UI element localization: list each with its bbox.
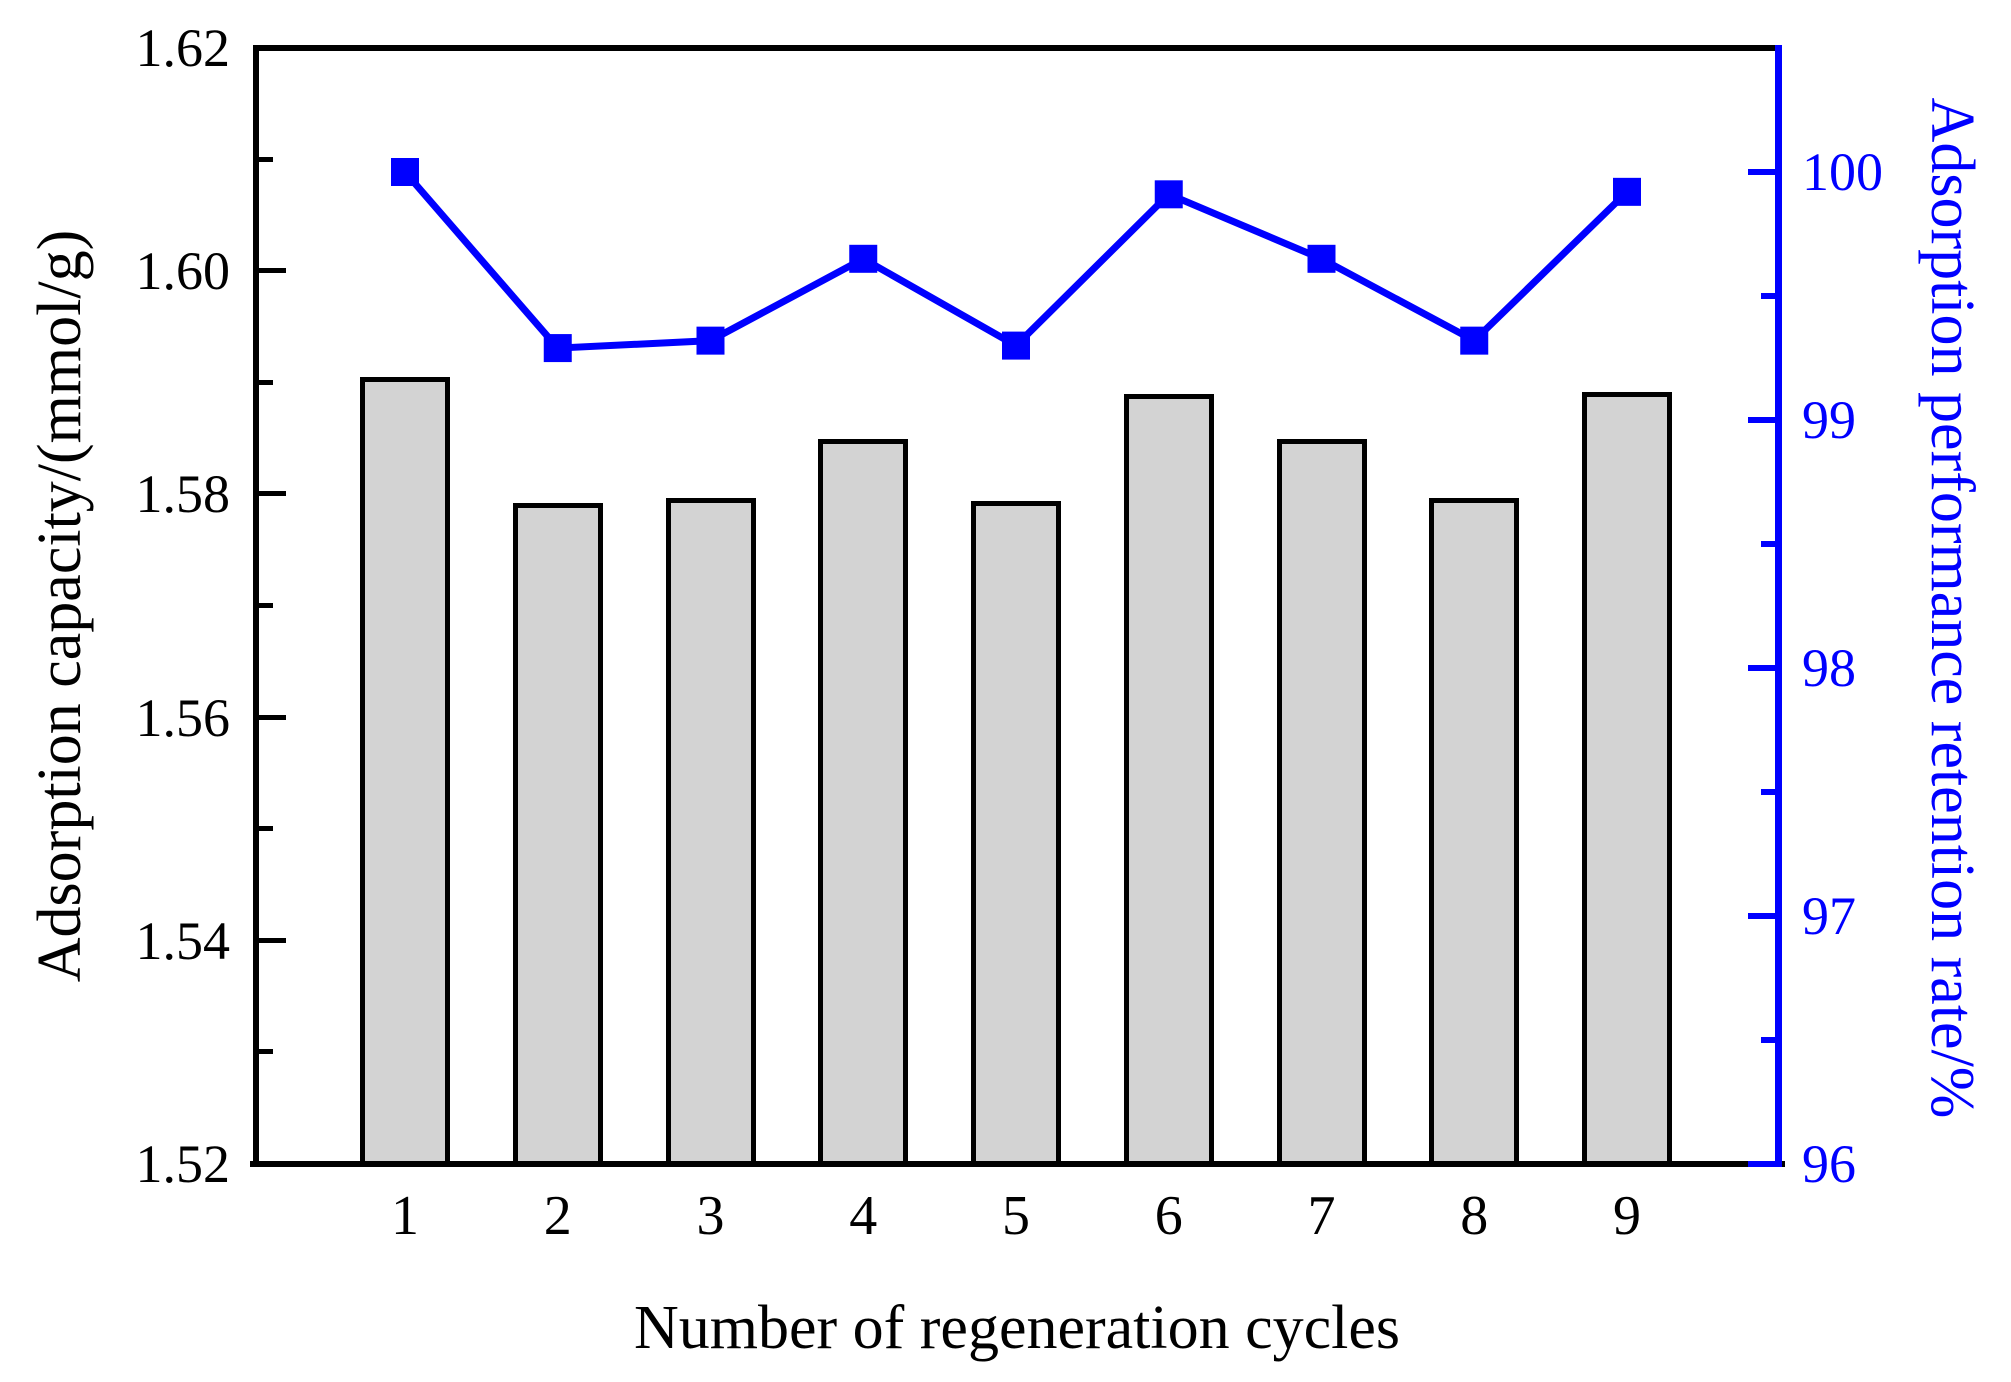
line-marker xyxy=(696,326,725,355)
right-axis-tick-label: 98 xyxy=(1802,638,1856,698)
line-marker xyxy=(1307,244,1336,273)
line-marker xyxy=(1002,331,1030,360)
right-axis-line xyxy=(1775,45,1782,1167)
line-marker xyxy=(1613,177,1641,206)
right-axis-tick-label: 97 xyxy=(1802,886,1856,946)
left-axis-tick-label: 1.56 xyxy=(135,687,231,748)
left-axis-tick xyxy=(259,156,273,162)
right-axis-tick xyxy=(1748,417,1775,423)
left-axis-tick xyxy=(259,379,273,385)
left-axis-tick xyxy=(259,268,286,274)
left-axis-tick xyxy=(259,937,286,943)
bar xyxy=(1582,391,1672,1166)
bar xyxy=(1429,497,1520,1166)
line-marker xyxy=(1460,326,1489,355)
line-marker xyxy=(543,334,572,363)
right-axis-tick xyxy=(1761,789,1775,795)
left-axis-tick-label: 1.54 xyxy=(135,910,231,971)
top-axis-line xyxy=(253,45,1782,51)
bar xyxy=(360,377,450,1166)
line-marker xyxy=(1154,180,1183,209)
left-axis-tick xyxy=(259,1161,286,1166)
bar xyxy=(1123,393,1214,1166)
bar xyxy=(512,503,603,1166)
x-tick-label: 2 xyxy=(543,1185,572,1247)
x-tick-label: 6 xyxy=(1154,1185,1183,1247)
right-axis-tick xyxy=(1761,1037,1775,1043)
bar xyxy=(971,501,1061,1166)
left-axis-tick xyxy=(259,714,286,720)
x-tick-label: 9 xyxy=(1613,1185,1641,1247)
x-tick-label: 7 xyxy=(1307,1185,1336,1247)
bar xyxy=(1276,438,1367,1166)
left-axis-line xyxy=(253,45,259,1167)
right-axis-tick xyxy=(1748,1161,1775,1167)
x-tick-label: 3 xyxy=(696,1185,725,1247)
left-axis-tick-label: 1.62 xyxy=(135,18,231,78)
bar xyxy=(665,497,756,1166)
x-tick-label: 4 xyxy=(849,1185,878,1247)
bottom-axis-line xyxy=(250,1161,1785,1167)
x-tick-label: 1 xyxy=(391,1185,419,1247)
left-axis-tick xyxy=(259,45,286,50)
right-axis-tick xyxy=(1761,293,1775,299)
line-marker xyxy=(391,158,419,186)
left-axis-tick-label: 1.58 xyxy=(135,464,231,525)
left-axis-tick-label: 1.52 xyxy=(135,1134,231,1194)
right-axis-tick-label: 100 xyxy=(1802,142,1883,202)
right-axis-tick xyxy=(1748,665,1775,671)
line-marker xyxy=(849,244,878,273)
x-tick-label: 8 xyxy=(1460,1185,1489,1247)
x-axis-title: Number of regeneration cycles xyxy=(633,1294,1401,1362)
left-axis-tick xyxy=(259,1049,273,1055)
x-tick-label: 5 xyxy=(1002,1185,1030,1247)
right-axis-tick xyxy=(1761,541,1775,547)
line-path xyxy=(402,169,1630,352)
left-axis-tick xyxy=(259,826,273,832)
right-axis-tick-label: 99 xyxy=(1802,390,1856,450)
left-axis-tick-label: 1.60 xyxy=(135,241,231,302)
right-axis-tick-label: 96 xyxy=(1802,1134,1856,1194)
left-axis-tick xyxy=(259,603,273,608)
left-axis-tick xyxy=(259,491,286,497)
bar xyxy=(818,438,909,1166)
right-axis-tick xyxy=(1748,169,1775,175)
right-axis-tick xyxy=(1748,913,1775,919)
